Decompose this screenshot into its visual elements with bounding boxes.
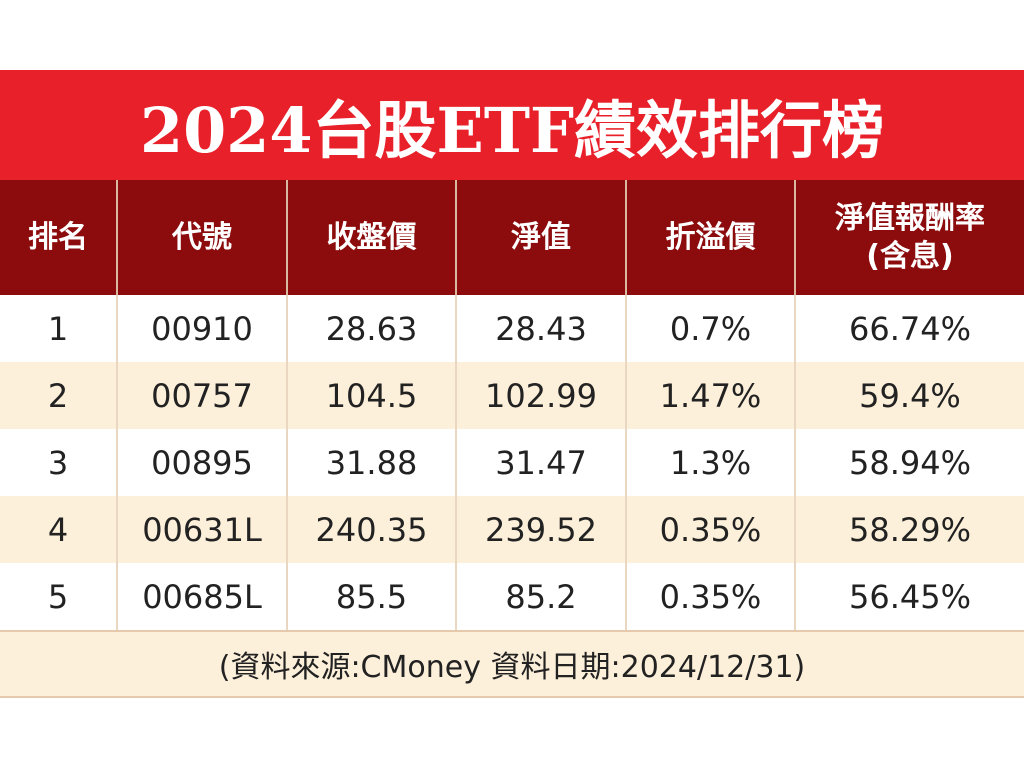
table-cell: 58.94%	[796, 429, 1024, 496]
table-cell: 1.47%	[627, 362, 796, 429]
table-cell: 0.35%	[627, 563, 796, 630]
column-header: 排名	[0, 180, 118, 295]
table-cell: 66.74%	[796, 295, 1024, 362]
table-cell: 4	[0, 496, 118, 563]
table-cell: 0.7%	[627, 295, 796, 362]
column-header: 淨值	[457, 180, 627, 295]
table-cell: 3	[0, 429, 118, 496]
column-header: 折溢價	[627, 180, 796, 295]
table-cell: 00910	[118, 295, 288, 362]
table-cell: 31.88	[288, 429, 457, 496]
table-cell: 85.2	[457, 563, 627, 630]
table-cell: 2	[0, 362, 118, 429]
title: 2024台股ETF績效排行榜	[0, 70, 1024, 180]
table-cell: 28.63	[288, 295, 457, 362]
table-cell: 00685L	[118, 563, 288, 630]
table-cell: 1.3%	[627, 429, 796, 496]
table-cell: 58.29%	[796, 496, 1024, 563]
table-cell: 00757	[118, 362, 288, 429]
table-cell: 00895	[118, 429, 288, 496]
table-cell: 0.35%	[627, 496, 796, 563]
table-cell: 1	[0, 295, 118, 362]
table-cell: 85.5	[288, 563, 457, 630]
source-note: (資料來源:CMoney 資料日期:2024/12/31)	[0, 630, 1024, 698]
table-cell: 28.43	[457, 295, 627, 362]
table-cell: 00631L	[118, 496, 288, 563]
column-header: 代號	[118, 180, 288, 295]
table-cell: 59.4%	[796, 362, 1024, 429]
table-cell: 102.99	[457, 362, 627, 429]
table-cell: 104.5	[288, 362, 457, 429]
table-cell: 240.35	[288, 496, 457, 563]
column-header: 收盤價	[288, 180, 457, 295]
column-header: 淨值報酬率 (含息)	[796, 180, 1024, 295]
table-cell: 31.47	[457, 429, 627, 496]
table-cell: 56.45%	[796, 563, 1024, 630]
table-cell: 5	[0, 563, 118, 630]
table-cell: 239.52	[457, 496, 627, 563]
